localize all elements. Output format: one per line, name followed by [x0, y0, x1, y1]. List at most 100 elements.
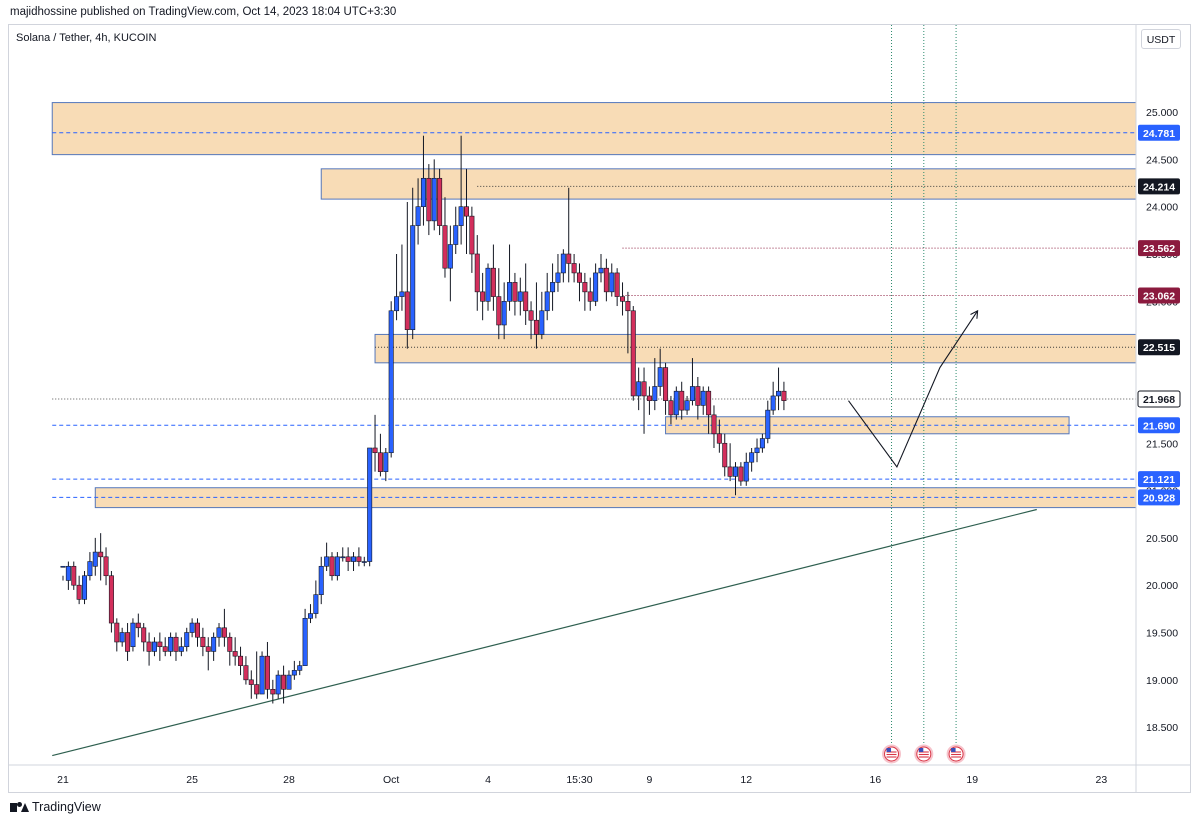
candle[interactable]	[485, 263, 491, 311]
candle[interactable]	[157, 632, 163, 661]
candle[interactable]	[781, 381, 787, 411]
candle[interactable]	[679, 381, 685, 420]
candle[interactable]	[496, 268, 502, 340]
candle[interactable]	[200, 627, 206, 657]
tradingview-brand[interactable]: TradingView	[10, 800, 101, 814]
candle[interactable]	[426, 164, 432, 236]
candle[interactable]	[754, 438, 760, 463]
candle[interactable]	[420, 135, 426, 226]
trendline-layer[interactable]	[52, 508, 1037, 757]
candle[interactable]	[641, 367, 647, 434]
candle[interactable]	[254, 651, 260, 699]
candle[interactable]	[65, 561, 71, 590]
candle[interactable]	[555, 253, 561, 292]
candle[interactable]	[130, 618, 136, 652]
candle[interactable]	[716, 419, 722, 453]
candle[interactable]	[141, 623, 147, 652]
candle[interactable]	[759, 433, 765, 453]
candle[interactable]	[76, 575, 82, 605]
candle[interactable]	[307, 604, 313, 624]
candle[interactable]	[238, 646, 244, 676]
candle[interactable]	[173, 632, 179, 661]
candle[interactable]	[447, 225, 453, 302]
candle[interactable]	[501, 282, 507, 340]
candle[interactable]	[216, 623, 222, 647]
candle[interactable]	[743, 452, 749, 486]
candle[interactable]	[544, 272, 550, 321]
ascending-trendline[interactable]	[52, 508, 1037, 757]
candle[interactable]	[275, 670, 281, 699]
candle[interactable]	[351, 552, 357, 572]
candle[interactable]	[98, 533, 104, 581]
supply-demand-zone-0[interactable]	[51, 102, 1137, 156]
candle[interactable]	[324, 542, 330, 572]
supply-demand-zone-2[interactable]	[374, 333, 1137, 364]
candle[interactable]	[636, 367, 642, 411]
candle[interactable]	[377, 433, 383, 477]
candle[interactable]	[151, 637, 157, 657]
candle[interactable]	[264, 641, 270, 699]
candle[interactable]	[528, 301, 534, 340]
candle[interactable]	[195, 618, 201, 647]
candle[interactable]	[732, 462, 738, 496]
candle[interactable]	[92, 537, 98, 576]
candle[interactable]	[162, 637, 168, 657]
candle[interactable]	[211, 632, 217, 661]
candle[interactable]	[598, 253, 604, 283]
candle[interactable]	[673, 386, 679, 420]
candle[interactable]	[135, 613, 141, 638]
candle[interactable]	[727, 443, 733, 482]
candle[interactable]	[345, 547, 351, 572]
candle[interactable]	[523, 263, 529, 325]
candle[interactable]	[652, 358, 658, 411]
candle[interactable]	[388, 301, 394, 458]
candle[interactable]	[108, 571, 114, 633]
candle[interactable]	[184, 627, 190, 652]
candle[interactable]	[657, 348, 663, 396]
candle[interactable]	[576, 263, 582, 302]
candle[interactable]	[361, 556, 367, 567]
candle[interactable]	[394, 253, 400, 321]
candle[interactable]	[539, 291, 545, 340]
candle[interactable]	[453, 206, 459, 254]
candle[interactable]	[415, 178, 421, 245]
candle[interactable]	[103, 547, 109, 586]
candle[interactable]	[463, 168, 469, 254]
candle[interactable]	[490, 244, 496, 311]
candle[interactable]	[410, 187, 416, 340]
candle[interactable]	[146, 632, 152, 666]
candle[interactable]	[474, 235, 480, 311]
candle[interactable]	[517, 277, 523, 316]
candle[interactable]	[614, 268, 620, 307]
candle[interactable]	[566, 187, 572, 283]
candle[interactable]	[582, 272, 588, 311]
candle[interactable]	[60, 565, 66, 581]
candle[interactable]	[205, 637, 211, 671]
candle[interactable]	[620, 282, 626, 316]
candle[interactable]	[609, 263, 615, 297]
candle[interactable]	[270, 679, 276, 704]
candle[interactable]	[82, 571, 88, 605]
candle[interactable]	[749, 447, 755, 472]
currency-button[interactable]: USDT	[1141, 29, 1181, 49]
candle[interactable]	[168, 632, 174, 657]
candle[interactable]	[367, 447, 373, 567]
candle[interactable]	[689, 358, 695, 406]
candle[interactable]	[722, 433, 728, 477]
candle[interactable]	[770, 381, 776, 415]
us-flag-event-icon[interactable]	[913, 743, 935, 765]
candle[interactable]	[291, 660, 297, 680]
candle[interactable]	[356, 547, 362, 567]
candle[interactable]	[383, 447, 389, 482]
us-flag-event-icon[interactable]	[945, 743, 967, 765]
candle[interactable]	[603, 258, 609, 302]
candle[interactable]	[87, 552, 93, 581]
candle[interactable]	[119, 627, 125, 647]
candle[interactable]	[587, 277, 593, 311]
candle[interactable]	[404, 201, 410, 349]
candle[interactable]	[458, 135, 464, 245]
candle[interactable]	[334, 552, 340, 581]
candle[interactable]	[125, 623, 131, 661]
candle[interactable]	[189, 618, 195, 638]
